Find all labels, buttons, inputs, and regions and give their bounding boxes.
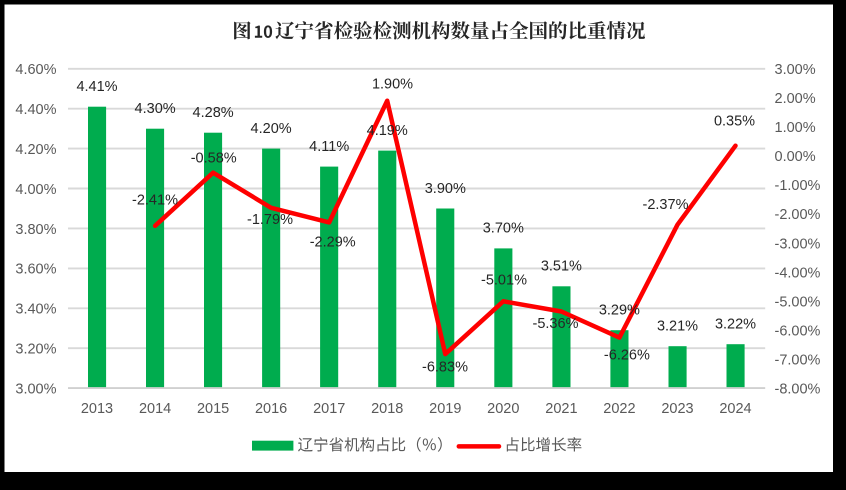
svg-text:-0.58%: -0.58% (191, 150, 237, 166)
svg-text:4.30%: 4.30% (135, 101, 176, 117)
svg-text:1.90%: 1.90% (372, 77, 413, 93)
svg-text:3.40%: 3.40% (15, 302, 56, 318)
svg-text:4.11%: 4.11% (309, 139, 349, 155)
svg-text:3.20%: 3.20% (15, 342, 56, 358)
svg-text:2.00%: 2.00% (775, 91, 816, 107)
svg-text:-3.00%: -3.00% (775, 236, 821, 252)
svg-text:3.90%: 3.90% (425, 181, 466, 197)
svg-text:3.80%: 3.80% (15, 222, 56, 238)
svg-text:-4.00%: -4.00% (775, 265, 821, 281)
svg-text:0.00%: 0.00% (775, 149, 816, 165)
svg-text:2023: 2023 (661, 401, 693, 417)
svg-text:2022: 2022 (603, 401, 635, 417)
svg-text:3.51%: 3.51% (541, 259, 582, 275)
svg-text:4.40%: 4.40% (15, 102, 56, 118)
svg-text:-5.00%: -5.00% (775, 294, 821, 310)
svg-text:-5.01%: -5.01% (481, 272, 527, 288)
svg-text:-7.00%: -7.00% (775, 352, 821, 368)
svg-text:-1.00%: -1.00% (775, 178, 821, 194)
svg-text:-2.37%: -2.37% (643, 197, 689, 213)
svg-text:-5.36%: -5.36% (533, 316, 579, 332)
svg-text:-1.79%: -1.79% (247, 212, 293, 228)
svg-text:2024: 2024 (719, 401, 751, 417)
svg-text:2018: 2018 (371, 401, 403, 417)
svg-text:3.70%: 3.70% (483, 221, 524, 237)
svg-text:-2.29%: -2.29% (310, 235, 356, 251)
svg-text:1.00%: 1.00% (775, 120, 816, 136)
svg-text:4.41%: 4.41% (76, 79, 117, 95)
svg-text:4.20%: 4.20% (15, 142, 56, 158)
svg-text:-2.41%: -2.41% (132, 192, 178, 208)
svg-text:3.22%: 3.22% (715, 317, 756, 333)
svg-text:2020: 2020 (487, 401, 519, 417)
svg-text:4.60%: 4.60% (15, 62, 56, 78)
svg-text:2014: 2014 (139, 401, 171, 417)
svg-text:4.00%: 4.00% (15, 182, 56, 198)
svg-text:4.28%: 4.28% (193, 105, 234, 121)
svg-text:2016: 2016 (255, 401, 287, 417)
svg-text:-8.00%: -8.00% (775, 381, 821, 397)
svg-text:-2.00%: -2.00% (775, 207, 821, 223)
svg-text:3.21%: 3.21% (657, 319, 698, 335)
svg-text:4.20%: 4.20% (251, 121, 292, 137)
svg-text:0.35%: 0.35% (714, 114, 755, 130)
svg-text:2021: 2021 (545, 401, 577, 417)
svg-text:-6.26%: -6.26% (604, 348, 650, 364)
svg-text:3.29%: 3.29% (599, 303, 640, 319)
svg-text:2015: 2015 (197, 401, 229, 417)
svg-text:-6.00%: -6.00% (775, 323, 821, 339)
svg-text:2019: 2019 (429, 401, 461, 417)
svg-text:3.00%: 3.00% (775, 62, 816, 78)
svg-text:4.19%: 4.19% (367, 123, 408, 139)
svg-text:-6.83%: -6.83% (422, 360, 468, 376)
svg-text:3.00%: 3.00% (15, 381, 56, 397)
svg-text:3.60%: 3.60% (15, 262, 56, 278)
svg-text:2017: 2017 (313, 401, 345, 417)
svg-text:2013: 2013 (81, 401, 113, 417)
